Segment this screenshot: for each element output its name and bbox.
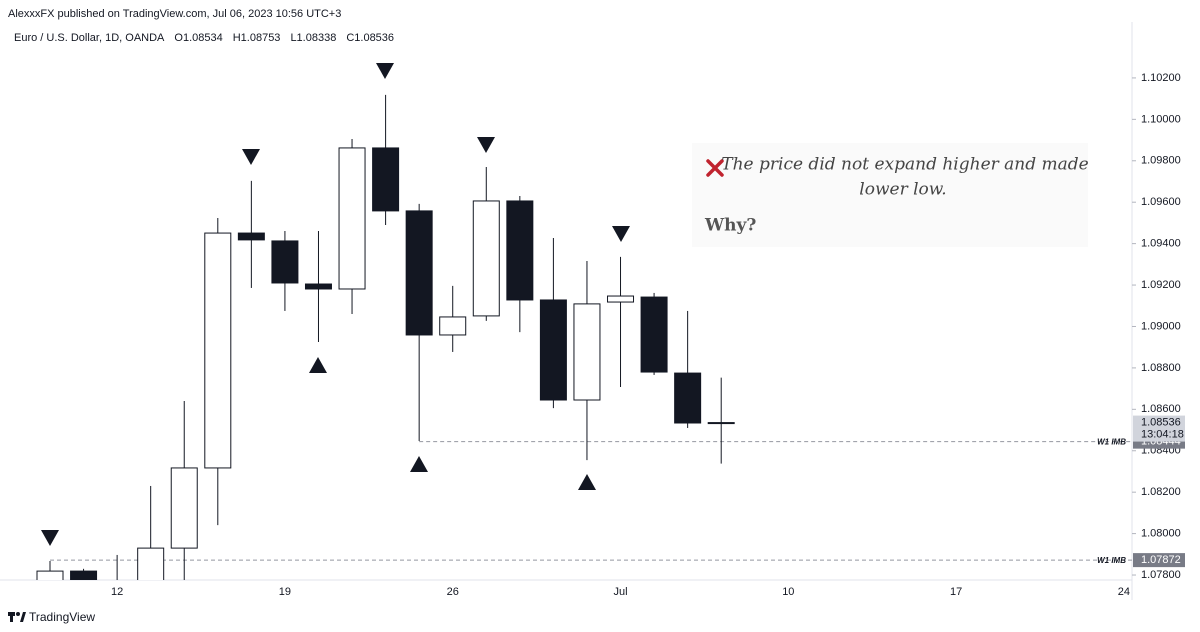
candle-body	[338, 147, 366, 290]
price-label: 1.07872	[1141, 554, 1181, 566]
y-tick-label: 1.08600	[1141, 403, 1181, 415]
candle-body	[204, 232, 232, 469]
candle-body	[137, 547, 165, 580]
candles	[36, 94, 735, 580]
candle-body	[439, 316, 467, 336]
candle-body	[405, 210, 433, 336]
marker-down	[242, 149, 260, 165]
last-price-label: 1.08536	[1141, 416, 1181, 428]
y-tick-label: 1.08800	[1141, 362, 1181, 374]
candle-body	[237, 232, 265, 241]
marker-down	[477, 137, 495, 153]
ohlc-legend: O1.08534	[174, 32, 222, 44]
annotation-question: Why?	[704, 216, 756, 236]
y-tick-label: 1.07800	[1141, 569, 1181, 581]
candle-body	[506, 200, 534, 301]
marker-down	[376, 63, 394, 79]
y-tick-label: 1.09000	[1141, 320, 1181, 332]
candle-body	[472, 200, 500, 317]
candle-body	[304, 283, 332, 290]
candle-body	[573, 303, 601, 401]
level-name: W1 IMB	[1097, 438, 1126, 447]
y-tick-label: 1.08000	[1141, 528, 1181, 540]
candle-body	[70, 570, 98, 580]
x-tick-label: 17	[950, 586, 962, 598]
footer: TradingView	[29, 610, 95, 624]
x-tick-label: Jul	[613, 586, 627, 598]
y-tick-label: 1.09400	[1141, 238, 1181, 250]
price-label-box	[1133, 553, 1185, 568]
marker-up	[410, 456, 428, 472]
candle-body	[372, 147, 400, 212]
x-tick-label: 24	[1118, 586, 1130, 598]
y-tick-label: 1.10200	[1141, 72, 1181, 84]
candle-body	[607, 295, 635, 303]
x-tick-label: 10	[782, 586, 794, 598]
cross-icon	[706, 159, 724, 177]
y-tick-label: 1.09600	[1141, 196, 1181, 208]
candle-body	[170, 467, 198, 549]
countdown: 13:04:18	[1141, 428, 1184, 440]
price-label-box	[1133, 415, 1185, 442]
candle-body	[707, 422, 735, 425]
ohlc-legend: H1.08753	[233, 32, 281, 44]
annotation-text: lower low.	[859, 180, 946, 200]
chart-title: Euro / U.S. Dollar, 1D, OANDA	[14, 32, 165, 44]
annotation-box	[692, 143, 1088, 247]
y-tick-label: 1.08200	[1141, 486, 1181, 498]
ohlc-legend: L1.08338	[290, 32, 336, 44]
marker-down	[612, 226, 630, 242]
ohlc-legend: C1.08536	[346, 32, 394, 44]
markers	[41, 63, 630, 546]
x-tick-label: 19	[279, 586, 291, 598]
marker-down	[41, 530, 59, 546]
candle-body	[36, 570, 64, 580]
y-tick-label: 1.10000	[1141, 113, 1181, 125]
marker-up	[309, 357, 327, 373]
x-tick-label: 12	[111, 586, 123, 598]
y-tick-label: 1.09200	[1141, 279, 1181, 291]
y-tick-label: 1.09800	[1141, 155, 1181, 167]
level-name: W1 IMB	[1097, 556, 1126, 565]
annotation-text: The price did not expand higher and made	[721, 155, 1088, 175]
header: AlexxxFX published on TradingView.com, J…	[8, 8, 341, 20]
candle-body	[640, 296, 668, 373]
x-tick-label: 26	[447, 586, 459, 598]
footer-logo	[8, 612, 26, 622]
candle-body	[271, 240, 299, 284]
candle-body	[539, 299, 567, 401]
marker-up	[578, 474, 596, 490]
candle-body	[674, 372, 702, 424]
